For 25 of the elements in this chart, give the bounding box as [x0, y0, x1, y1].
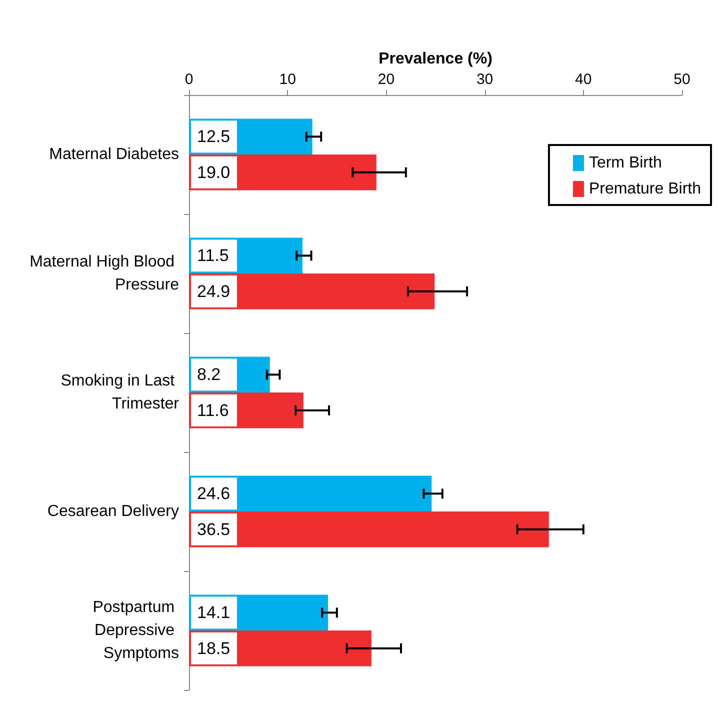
legend-label: Premature Birth: [588, 180, 702, 198]
x-tick-label: 30: [476, 71, 494, 88]
x-tick-label: 50: [674, 71, 690, 88]
data-label: 24.9: [197, 282, 230, 301]
data-label: 36.5: [197, 520, 230, 539]
data-label: 11.6: [197, 400, 229, 420]
x-axis-title: Prevalence (%): [378, 50, 492, 68]
x-tick-label: 0: [184, 71, 194, 88]
data-label: 24.6: [197, 484, 230, 504]
data-label: 19.0: [197, 162, 230, 182]
x-tick-label: 40: [575, 71, 592, 88]
data-label: 18.5: [197, 638, 230, 658]
y-tick-label: Maternal Diabetes: [49, 146, 179, 163]
x-tick-label: 20: [378, 71, 395, 88]
data-label: 12.5: [197, 127, 230, 146]
y-tick-label: Postpartum Depressive Symptoms: [92, 599, 179, 662]
data-label: 8.2: [197, 365, 221, 384]
x-tick-label: 10: [279, 71, 296, 88]
data-label: 14.1: [197, 603, 230, 622]
y-tick-label: Cesarean Delivery: [47, 503, 179, 520]
data-label: 11.5: [197, 246, 229, 266]
y-tick-label: Maternal High Blood Pressure: [30, 254, 180, 294]
y-tick-label: Smoking in Last Trimester: [60, 372, 180, 412]
bar: [189, 512, 549, 548]
legend-label: Term Birth: [588, 154, 662, 172]
